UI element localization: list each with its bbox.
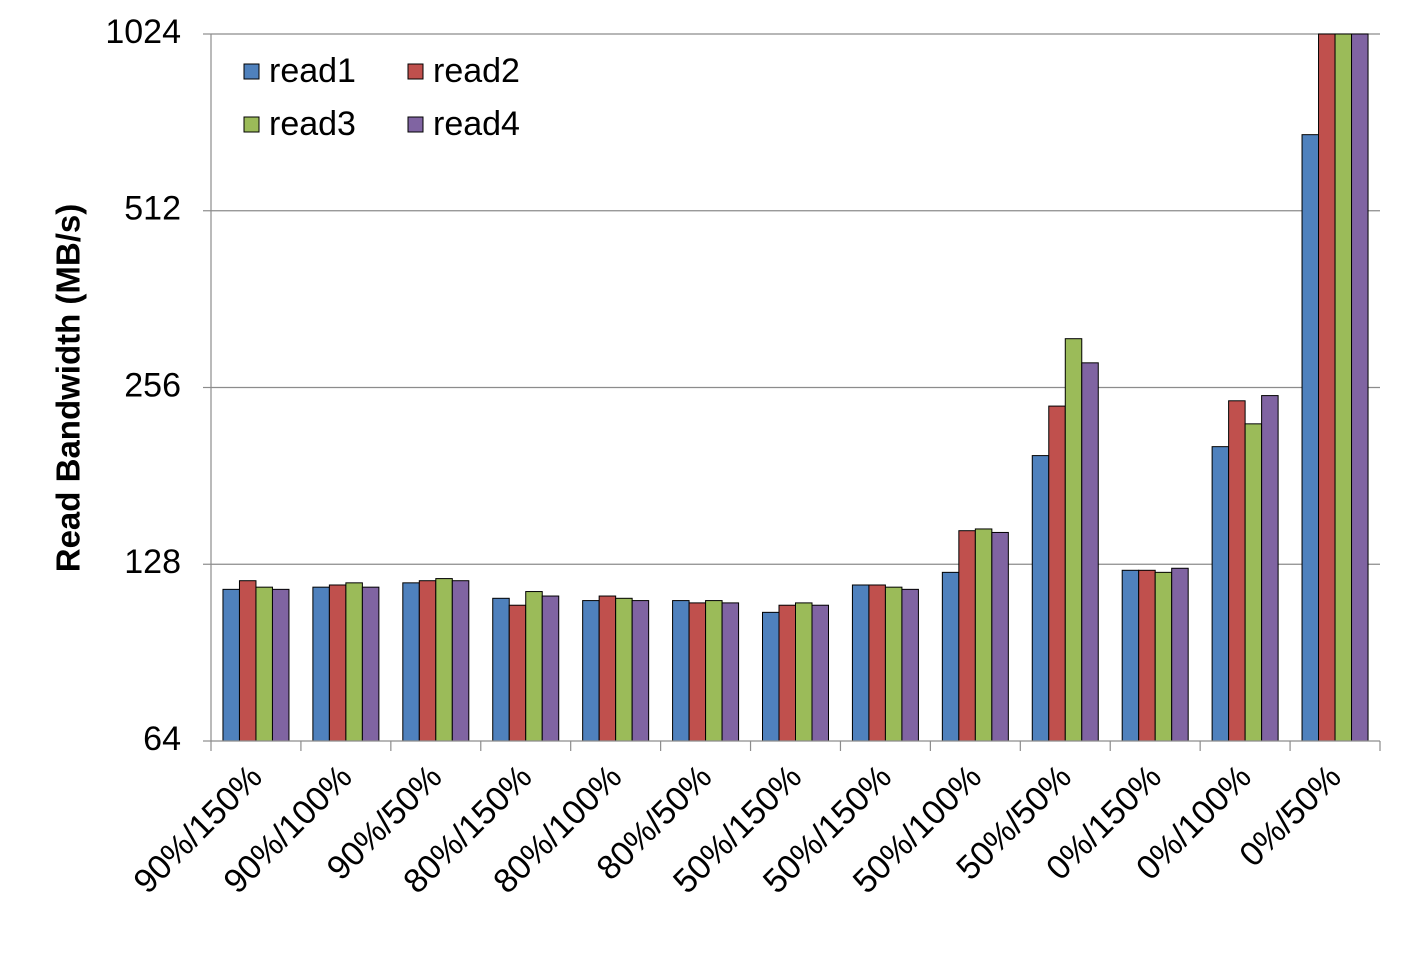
x-tick-labels: 90%/150%90%/100%90%/50%80%/150%80%/100%8… <box>126 758 1348 901</box>
bar-read3 <box>884 586 903 742</box>
axes <box>203 33 1381 751</box>
bar-read2 <box>868 584 886 742</box>
gridlines <box>211 33 1380 565</box>
bar-read4 <box>451 580 470 742</box>
bar-read1 <box>312 586 330 742</box>
bar-read4 <box>361 586 380 742</box>
bar-read1 <box>1121 569 1140 742</box>
bar-read3 <box>435 578 453 742</box>
bar-read1 <box>492 597 510 742</box>
bar-read3 <box>1244 423 1263 742</box>
bar-read2 <box>598 595 617 742</box>
y-tick-label: 1024 <box>105 13 181 51</box>
bar-read2 <box>508 604 527 742</box>
y-axis-label: Read Bandwidth (MB/s) <box>50 204 87 573</box>
bar-read1 <box>672 600 690 742</box>
legend: read1 read2 read3 read4 <box>243 52 520 143</box>
bar-read4 <box>1171 567 1189 742</box>
bar-read1 <box>582 600 600 742</box>
bar-read4 <box>991 531 1009 742</box>
bar-read1 <box>402 582 420 742</box>
bar-read4 <box>631 600 650 742</box>
legend-label-read2: read2 <box>433 52 520 90</box>
bar-read3 <box>525 591 543 742</box>
bar-read1 <box>762 611 780 742</box>
bar-read4 <box>901 588 919 742</box>
bar-read4 <box>721 602 740 742</box>
bar-read3 <box>1334 33 1353 742</box>
bar-read2 <box>328 584 347 742</box>
bar-read3 <box>1064 338 1083 742</box>
bar-read3 <box>255 586 273 742</box>
bar-read3 <box>795 602 813 742</box>
bar-read2 <box>1318 33 1336 742</box>
legend-label-read1: read1 <box>269 52 356 90</box>
y-tick-labels: 64 128 256 512 1024 <box>105 13 181 758</box>
bar-read1 <box>941 571 960 742</box>
bar-read2 <box>1228 400 1246 742</box>
legend-swatch-read3 <box>243 116 260 133</box>
legend-swatch-read2 <box>407 63 424 80</box>
legend-label-read3: read3 <box>269 105 356 143</box>
y-tick-label: 128 <box>124 543 181 581</box>
legend-swatch-read4 <box>407 116 424 133</box>
bar-read2 <box>418 580 437 742</box>
bar-read1 <box>1211 446 1230 742</box>
bar-read4 <box>1261 395 1279 742</box>
bar-read2 <box>1048 405 1066 742</box>
bar-read3 <box>974 528 993 742</box>
bar-read4 <box>1081 362 1099 742</box>
bar-read1 <box>1301 134 1320 742</box>
bar-read3 <box>615 597 633 742</box>
bar-read3 <box>705 600 723 742</box>
y-tick-label: 256 <box>124 366 181 404</box>
bar-read2 <box>958 530 976 742</box>
bar-read1 <box>1031 455 1050 742</box>
bar-read1 <box>222 588 240 742</box>
bar-read1 <box>851 584 870 742</box>
bar-read3 <box>1154 571 1173 742</box>
legend-swatch-read1 <box>243 63 260 80</box>
y-tick-label: 64 <box>143 720 181 758</box>
bar-read4 <box>811 604 829 742</box>
bar-read4 <box>541 595 560 742</box>
x-tick-label: 0%/50% <box>1232 758 1348 874</box>
bar-read4 <box>1351 33 1369 742</box>
bar-read2 <box>778 604 796 742</box>
bar-read3 <box>345 582 363 742</box>
bar-read2 <box>238 580 257 742</box>
y-tick-label: 512 <box>124 190 181 228</box>
bars <box>222 33 1369 742</box>
bar-read2 <box>688 602 707 742</box>
bar-read4 <box>271 588 290 742</box>
legend-label-read4: read4 <box>433 105 520 143</box>
bar-read2 <box>1138 569 1156 742</box>
